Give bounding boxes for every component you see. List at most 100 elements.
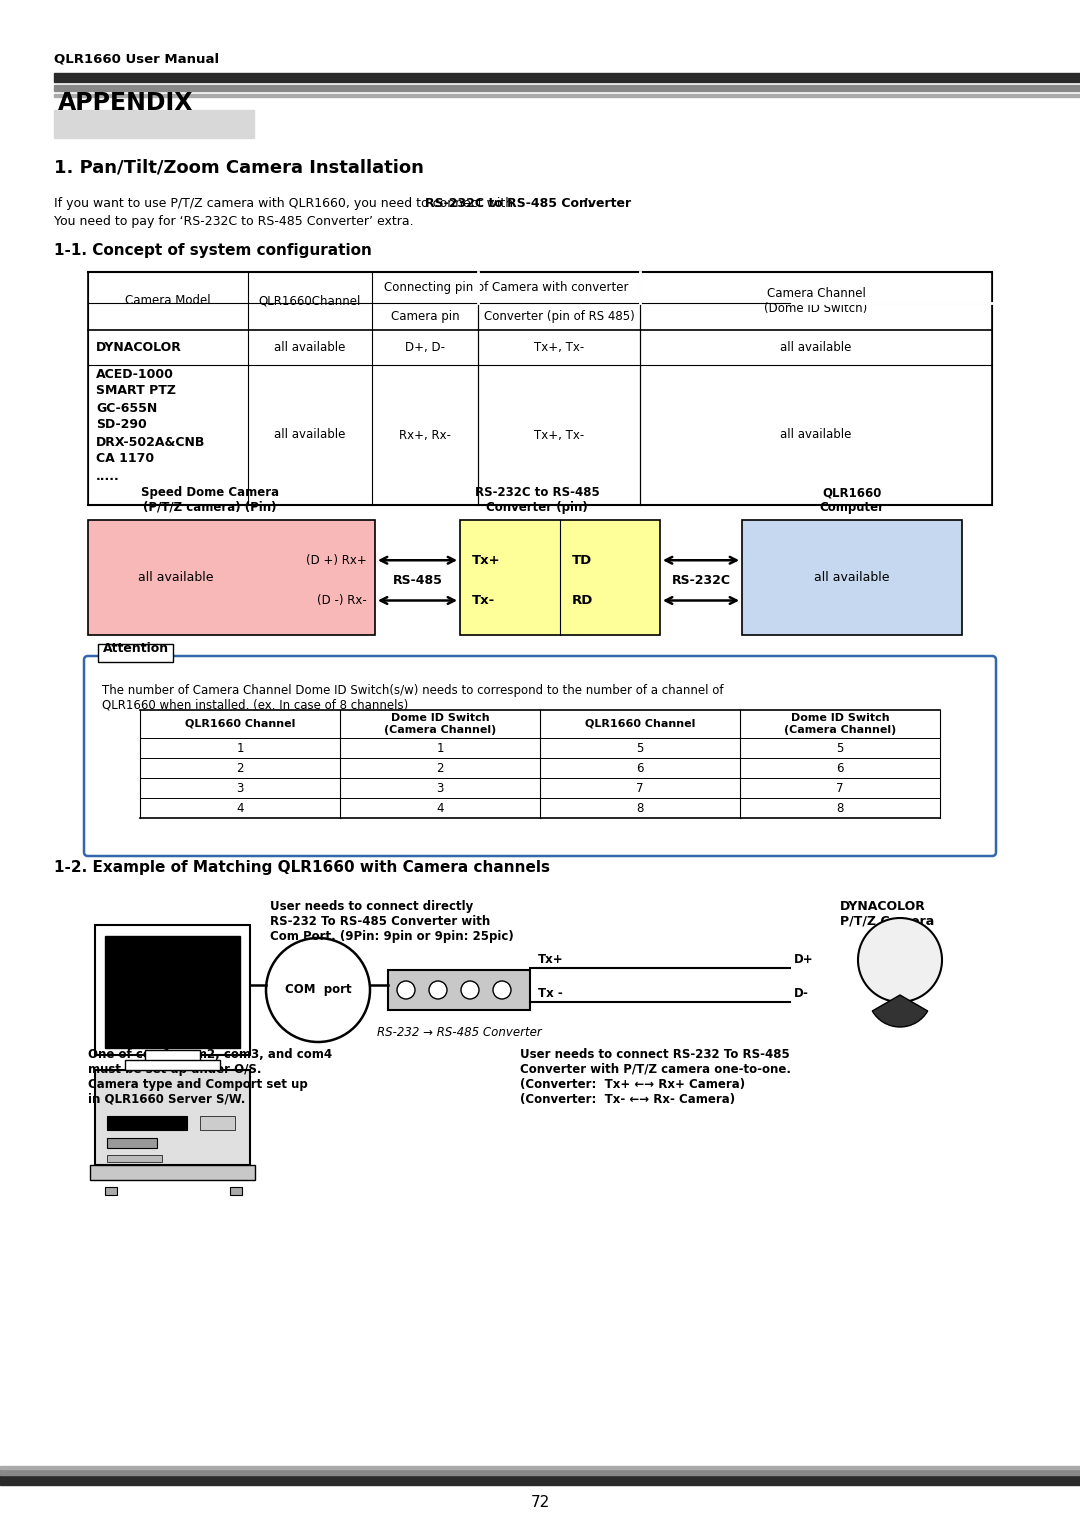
Bar <box>125 1060 220 1070</box>
Text: RS-232C to RS-485 Converter: RS-232C to RS-485 Converter <box>424 197 631 211</box>
Circle shape <box>858 918 942 1002</box>
Bar <box>0 1469 1080 1475</box>
Text: 4: 4 <box>436 802 444 814</box>
Text: Camera Model: Camera Model <box>125 295 211 307</box>
Text: Tx+: Tx+ <box>538 953 564 967</box>
Text: 1: 1 <box>436 742 444 754</box>
Text: Attention: Attention <box>103 641 170 655</box>
Bar <box>107 1154 162 1162</box>
Text: QLR1660
Computer: QLR1660 Computer <box>820 486 885 515</box>
Text: Tx+: Tx+ <box>472 554 501 567</box>
Text: QLR1660 User Manual: QLR1660 User Manual <box>54 52 219 66</box>
Text: Tx+, Tx-: Tx+, Tx- <box>534 341 584 354</box>
Text: One of com1, com2, com3, and com4
must be set up under O/S.
Camera type and Comp: One of com1, com2, com3, and com4 must b… <box>87 1048 333 1106</box>
Bar <box>54 110 254 137</box>
Text: 4: 4 <box>237 802 244 814</box>
Text: 5: 5 <box>636 742 644 754</box>
Bar <box>54 73 1080 82</box>
Text: D+: D+ <box>794 953 813 967</box>
Text: DYNACOLOR
P/T/Z Camera: DYNACOLOR P/T/Z Camera <box>840 899 934 928</box>
Text: Camera Channel
(Dome ID Switch): Camera Channel (Dome ID Switch) <box>765 287 867 315</box>
Text: 2: 2 <box>237 762 244 774</box>
Text: 6: 6 <box>836 762 843 774</box>
Bar <box>388 970 530 1009</box>
Bar <box>105 936 240 1048</box>
Bar <box>0 1475 1080 1484</box>
Bar <box>107 1138 157 1148</box>
Bar <box>105 1186 117 1196</box>
Bar <box>742 521 962 635</box>
Text: 72: 72 <box>530 1495 550 1510</box>
Text: all available: all available <box>781 341 852 354</box>
Text: QLR1660 Channel: QLR1660 Channel <box>185 719 295 728</box>
Text: Tx+, Tx-: Tx+, Tx- <box>534 429 584 441</box>
Text: (D +) Rx+: (D +) Rx+ <box>307 554 367 567</box>
Text: 8: 8 <box>836 802 843 814</box>
Text: You need to pay for ‘RS-232C to RS-485 Converter’ extra.: You need to pay for ‘RS-232C to RS-485 C… <box>54 215 414 228</box>
Bar <box>460 521 660 635</box>
Bar <box>87 272 993 505</box>
Text: 3: 3 <box>436 782 444 794</box>
Wedge shape <box>873 996 928 1028</box>
Bar <box>95 1070 249 1165</box>
Text: RS-232 → RS-485 Converter: RS-232 → RS-485 Converter <box>377 1026 541 1038</box>
Text: all available: all available <box>138 571 214 583</box>
Text: 1. Pan/Tilt/Zoom Camera Installation: 1. Pan/Tilt/Zoom Camera Installation <box>54 159 423 177</box>
Text: RS-485: RS-485 <box>392 574 443 586</box>
Bar <box>90 1165 255 1180</box>
Text: 2: 2 <box>436 762 444 774</box>
Text: all available: all available <box>781 429 852 441</box>
Text: COM  port: COM port <box>285 983 351 997</box>
Bar <box>200 1116 235 1130</box>
Text: 1: 1 <box>237 742 244 754</box>
Text: 7: 7 <box>636 782 644 794</box>
Text: Tx -: Tx - <box>538 986 563 1000</box>
Text: Camera pin: Camera pin <box>391 310 459 324</box>
Text: all available: all available <box>274 341 346 354</box>
Text: 1-2. Example of Matching QLR1660 with Camera channels: 1-2. Example of Matching QLR1660 with Ca… <box>54 860 550 875</box>
Bar <box>54 86 1080 92</box>
Text: Rx+, Rx-: Rx+, Rx- <box>399 429 451 441</box>
Bar <box>54 95 1080 98</box>
Text: APPENDIX: APPENDIX <box>58 92 193 115</box>
Bar <box>230 1186 242 1196</box>
Bar <box>145 1051 200 1061</box>
Circle shape <box>492 980 511 999</box>
Text: all available: all available <box>274 429 346 441</box>
Bar <box>0 1466 1080 1469</box>
Text: (D -) Rx-: (D -) Rx- <box>318 594 367 608</box>
Text: RD: RD <box>572 594 593 608</box>
Text: QLR1660Channel: QLR1660Channel <box>259 295 361 307</box>
Text: QLR1660 Channel: QLR1660 Channel <box>584 719 696 728</box>
Text: Dome ID Switch
(Camera Channel): Dome ID Switch (Camera Channel) <box>383 713 496 734</box>
Text: 8: 8 <box>636 802 644 814</box>
Bar <box>107 1116 187 1130</box>
Text: Dome ID Switch
(Camera Channel): Dome ID Switch (Camera Channel) <box>784 713 896 734</box>
Text: RS-232C: RS-232C <box>672 574 730 586</box>
Text: TD: TD <box>572 554 592 567</box>
Text: all available: all available <box>814 571 890 583</box>
Text: D-: D- <box>794 986 809 1000</box>
Text: The number of Camera Channel Dome ID Switch(s/w) needs to correspond to the numb: The number of Camera Channel Dome ID Swi… <box>102 684 724 712</box>
Bar <box>98 644 173 663</box>
Text: If you want to use P/T/Z camera with QLR1660, you need to connect with ‘: If you want to use P/T/Z camera with QLR… <box>54 197 521 211</box>
Text: User needs to connect RS-232 To RS-485
Converter with P/T/Z camera one-to-one.
(: User needs to connect RS-232 To RS-485 C… <box>519 1048 791 1106</box>
Circle shape <box>461 980 480 999</box>
Text: ’.: ’. <box>583 197 592 211</box>
Text: 5: 5 <box>836 742 843 754</box>
Circle shape <box>429 980 447 999</box>
Text: Connecting pin of Camera with converter: Connecting pin of Camera with converter <box>383 281 629 295</box>
Text: 7: 7 <box>836 782 843 794</box>
Bar <box>95 925 249 1055</box>
Text: User needs to connect directly
RS-232 To RS-485 Converter with
Com Port. (9Pin: : User needs to connect directly RS-232 To… <box>270 899 514 944</box>
Text: Speed Dome Camera
(P/T/Z camera) (Pin): Speed Dome Camera (P/T/Z camera) (Pin) <box>140 486 279 515</box>
Text: Tx-: Tx- <box>472 594 496 608</box>
Text: RS-232C to RS-485
Converter (pin): RS-232C to RS-485 Converter (pin) <box>474 486 599 515</box>
Text: 1-1. Concept of system configuration: 1-1. Concept of system configuration <box>54 243 372 258</box>
FancyBboxPatch shape <box>84 657 996 857</box>
Text: D+, D-: D+, D- <box>405 341 445 354</box>
Bar <box>87 521 375 635</box>
Text: 6: 6 <box>636 762 644 774</box>
Text: DYNACOLOR: DYNACOLOR <box>96 341 181 354</box>
Circle shape <box>397 980 415 999</box>
